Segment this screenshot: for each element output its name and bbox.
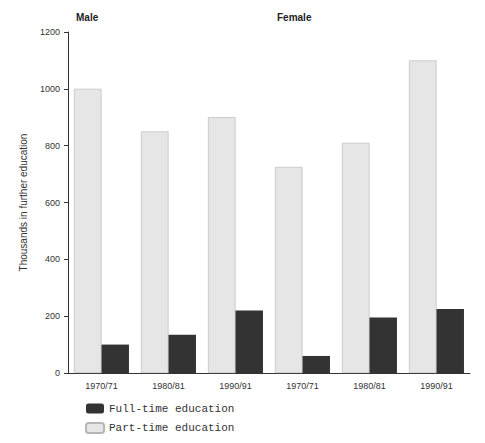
svg-text:1970/71: 1970/71 (286, 381, 319, 391)
svg-text:Female: Female (277, 12, 312, 23)
svg-text:Male: Male (76, 12, 99, 23)
svg-text:0: 0 (55, 368, 60, 378)
svg-text:800: 800 (45, 141, 60, 151)
svg-text:1990/91: 1990/91 (219, 381, 252, 391)
svg-text:1980/81: 1980/81 (353, 381, 386, 391)
svg-text:1990/91: 1990/91 (420, 381, 453, 391)
svg-text:400: 400 (45, 254, 60, 264)
svg-text:1000: 1000 (40, 84, 60, 94)
svg-text:Part-time education: Part-time education (109, 422, 234, 434)
svg-text:1200: 1200 (40, 27, 60, 37)
svg-text:Full-time education: Full-time education (109, 403, 234, 415)
svg-text:Thousands in further education: Thousands in further education (18, 134, 29, 272)
svg-text:1980/81: 1980/81 (152, 381, 185, 391)
svg-text:600: 600 (45, 198, 60, 208)
svg-text:200: 200 (45, 311, 60, 321)
svg-text:1970/71: 1970/71 (85, 381, 118, 391)
